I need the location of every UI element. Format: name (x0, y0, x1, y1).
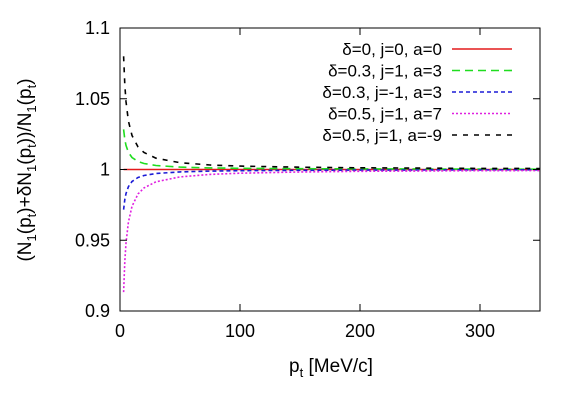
series-line-4 (122, 169, 541, 293)
series-line-3 (122, 169, 541, 210)
x-axis-label: pt [MeV/c] (289, 356, 373, 380)
legend-label-5: δ=0.5, j=1, a=-9 (322, 126, 442, 145)
legend-label-2: δ=0.3, j=1, a=3 (328, 62, 442, 81)
x-ticks: 0 100 200 300 (115, 28, 495, 341)
legend-label-1: δ=0, j=0, a=0 (342, 40, 442, 59)
legend-label-3: δ=0.3, j=-1, a=3 (322, 83, 442, 102)
x-tick-label: 100 (225, 321, 255, 341)
x-tick-label: 300 (465, 321, 495, 341)
y-ticks: 0.9 0.95 1 1.05 1.1 (75, 18, 540, 321)
y-tick-label: 0.9 (85, 301, 110, 321)
x-tick-label: 0 (115, 321, 125, 341)
y-tick-label: 1.05 (75, 89, 110, 109)
y-tick-label: 0.95 (75, 230, 110, 250)
series-line-5 (122, 56, 541, 170)
y-axis-label: (N1(pt)+δN1(pt))/N1(pt) (15, 78, 39, 261)
x-tick-label: 200 (345, 321, 375, 341)
y-tick-label: 1.1 (85, 18, 110, 38)
legend-label-4: δ=0.5, j=1, a=7 (328, 105, 442, 124)
series-line-2 (122, 129, 541, 170)
y-tick-label: 1 (100, 160, 110, 180)
legend: δ=0, j=0, a=0 δ=0.3, j=1, a=3 δ=0.3, j=-1,… (322, 40, 512, 145)
